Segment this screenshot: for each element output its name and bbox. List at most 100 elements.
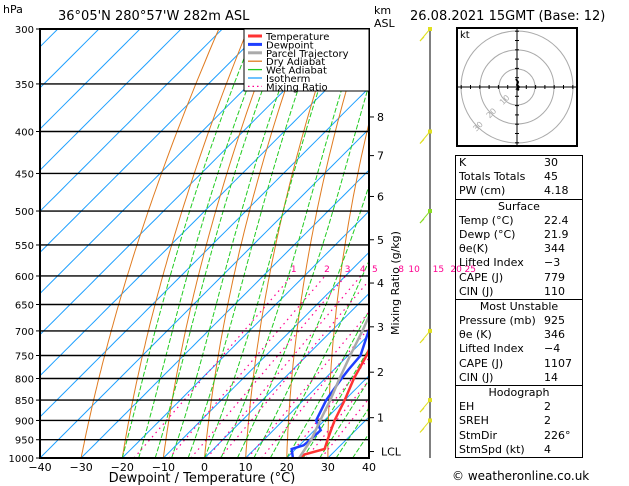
hodograph-index-row: StmSpd (kt) 4 bbox=[456, 443, 582, 457]
isotherm-line bbox=[40, 128, 369, 458]
legend-entry: Dry Adiabat bbox=[266, 57, 325, 68]
legend-entry: Temperature bbox=[265, 32, 329, 43]
wet-adiabat-line bbox=[286, 309, 369, 458]
dry-adiabat-line bbox=[408, 17, 456, 458]
surface-header: Surface bbox=[498, 199, 540, 213]
pressure-tick-label: 800 bbox=[15, 374, 34, 385]
wet-adiabat-line bbox=[319, 378, 369, 458]
hodograph-trace bbox=[515, 78, 521, 91]
indices-most-unstable: Most Unstable Pressure (mb) 925 θe (K) 346 Li… bbox=[455, 299, 583, 386]
plot-frame bbox=[39, 28, 370, 459]
most-unstable-value: 14 bbox=[544, 370, 558, 384]
height-tick-label: 6 bbox=[377, 190, 384, 203]
most-unstable-row: θe (K) 346 bbox=[456, 328, 582, 342]
wet-adiabat-line bbox=[302, 347, 369, 458]
pressure-tick-label: 900 bbox=[15, 416, 34, 427]
height-tick-label: 7 bbox=[377, 150, 384, 163]
surface-value: 779 bbox=[544, 270, 565, 284]
height-tick-label: LCL bbox=[381, 446, 402, 459]
wet-adiabat-line bbox=[138, 29, 271, 458]
indices-hodograph: Hodograph EH 2 SREH 2 StmDir 226° StmSpd (kt) 4 bbox=[455, 386, 583, 458]
hodograph-index-value: 2 bbox=[544, 414, 551, 428]
surface-value: 21.9 bbox=[544, 227, 569, 241]
most-unstable-label: CAPE (J) bbox=[459, 356, 504, 370]
height-tick-label: 3 bbox=[377, 321, 384, 334]
index-label: Totals Totals bbox=[459, 170, 526, 184]
hodograph-unit-label: kt bbox=[460, 30, 470, 41]
indices-surface: Surface Temp (°C) 22.4 Dewp (°C) 21.9 θe(K) 34… bbox=[455, 199, 583, 300]
temperature-line bbox=[298, 346, 369, 458]
copyright: © weatheronline.co.uk bbox=[452, 469, 590, 483]
isotherm-line bbox=[40, 29, 306, 295]
surface-row: Temp (°C) 22.4 bbox=[456, 214, 582, 228]
wet-adiabat-line bbox=[171, 29, 302, 458]
mixing-ratio-line bbox=[286, 356, 369, 458]
isotherm-line bbox=[286, 375, 369, 458]
isotherm-line bbox=[40, 29, 224, 212]
hodograph-index-label: StmSpd (kt) bbox=[459, 442, 525, 456]
temperature-tick-label: 10 bbox=[239, 461, 253, 474]
most-unstable-row: CAPE (J) 1107 bbox=[456, 357, 582, 371]
most-unstable-label: Lifted Index bbox=[459, 342, 524, 356]
most-unstable-label: Pressure (mb) bbox=[459, 314, 536, 328]
surface-label: Temp (°C) bbox=[459, 213, 514, 227]
pressure-tick-label: 850 bbox=[15, 396, 34, 407]
hodograph-index-row: StmDir 226° bbox=[456, 429, 582, 443]
pressure-tick-label: 600 bbox=[15, 272, 34, 283]
temperature-tick-label: −40 bbox=[28, 461, 51, 474]
pressure-tick-label: 700 bbox=[15, 327, 34, 338]
surface-row: CIN (J) 110 bbox=[456, 285, 582, 299]
legend-entry: Parcel Trajectory bbox=[266, 49, 349, 60]
temperature-tick-label: 0 bbox=[201, 461, 208, 474]
pressure-tick-label: 750 bbox=[15, 351, 34, 362]
hodograph-index-row: EH 2 bbox=[456, 400, 582, 414]
mixing-ratio-labels: 1 2 3 4 5 8 10 15 20 25 bbox=[291, 265, 476, 275]
isotherm-line bbox=[40, 87, 369, 418]
pressure-axis: 300 350 400 450 500 550 600 650 700 750 800 850 900 9… bbox=[9, 25, 40, 465]
legend-entry: Wet Adiabat bbox=[266, 66, 327, 77]
wind-barb-flag bbox=[419, 338, 425, 344]
most-unstable-header: Most Unstable bbox=[479, 299, 559, 313]
wind-barb-flag bbox=[419, 407, 425, 413]
most-unstable-value: −4 bbox=[544, 342, 561, 356]
background-lines bbox=[40, 17, 616, 458]
dry-adiabat-line bbox=[162, 29, 278, 458]
indices-top: K 30 Totals Totals 45 PW (cm) 4.18 bbox=[455, 155, 583, 200]
surface-row: Dewp (°C) 21.9 bbox=[456, 228, 582, 242]
surface-label: CAPE (J) bbox=[459, 270, 504, 284]
pressure-tick-label: 550 bbox=[15, 241, 34, 252]
mixing-ratio-label: 4 bbox=[360, 265, 366, 275]
temperature-tick-label: −30 bbox=[70, 461, 93, 474]
mixing-ratio-line bbox=[168, 275, 326, 458]
dry-adiabat-line bbox=[121, 29, 249, 458]
dry-adiabat-line bbox=[80, 29, 220, 458]
dry-adiabat-line bbox=[327, 120, 369, 458]
wind-barb-flag bbox=[419, 139, 425, 144]
mixing-ratio-label: 2 bbox=[324, 265, 330, 275]
surface-value: 22.4 bbox=[544, 213, 569, 227]
surface-label: Dewp (°C) bbox=[459, 227, 516, 241]
isobar-lines bbox=[40, 83, 369, 441]
temperature-tick-label: −10 bbox=[152, 461, 175, 474]
hodograph-index-label: EH bbox=[459, 400, 475, 414]
dry-adiabat-line bbox=[204, 29, 307, 458]
height-tick-label: 2 bbox=[377, 366, 384, 379]
most-unstable-row: Lifted Index −4 bbox=[456, 342, 582, 356]
indices-table: K 30 Totals Totals 45 PW (cm) 4.18 Surface Tem… bbox=[455, 155, 583, 458]
mixing-ratio-label: 5 bbox=[372, 265, 378, 275]
surface-label: CIN (J) bbox=[459, 284, 494, 298]
wind-barb-flag bbox=[419, 36, 425, 42]
mixing-ratio-label: 8 bbox=[398, 265, 404, 275]
surface-row: θe(K) 344 bbox=[456, 242, 582, 256]
index-row: K 30 bbox=[456, 156, 582, 170]
dry-adiabat-line bbox=[587, 17, 616, 458]
temperature-tick-label: 20 bbox=[280, 461, 294, 474]
location-title: 36°05'N 280°57'W 282m ASL bbox=[58, 9, 250, 24]
wet-adiabat-line bbox=[236, 83, 369, 458]
index-value: 45 bbox=[544, 170, 558, 184]
mixing-ratio-line bbox=[206, 275, 362, 458]
most-unstable-label: θe (K) bbox=[459, 328, 492, 342]
